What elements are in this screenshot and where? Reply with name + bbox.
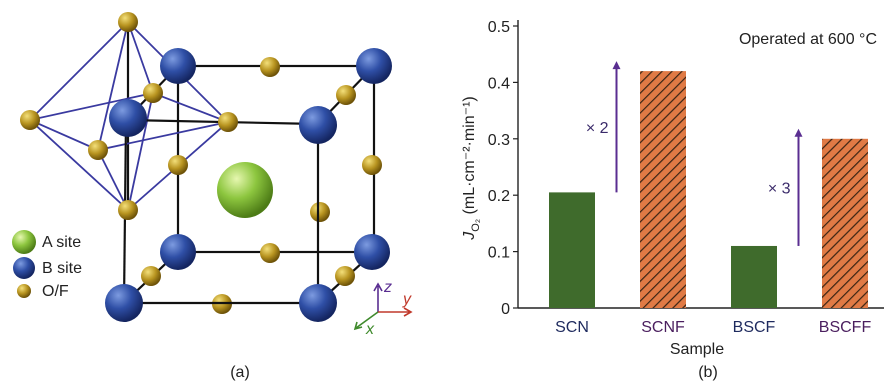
bar: [549, 192, 595, 308]
arrow-head: [795, 129, 803, 137]
bar: [640, 71, 686, 308]
annotation: × 2: [586, 120, 609, 137]
caption: (a): [230, 364, 250, 381]
legend-swatch: [12, 230, 36, 254]
caption: (b): [698, 364, 718, 381]
figure: A site B site O/F z y x (a) (b) Sample J…: [0, 0, 885, 382]
legend-swatch: [13, 257, 35, 279]
crystal-structure: A site B site O/F z y x (a): [12, 12, 412, 381]
axis-label: x: [365, 321, 375, 338]
bar: [822, 139, 868, 308]
annotation: × 3: [768, 180, 791, 197]
legend-label: O/F: [42, 283, 69, 300]
x-tick-label: BSCF: [733, 319, 776, 336]
y-tick-label: 0.3: [488, 132, 510, 149]
y-axis-subscript: O₂: [470, 219, 482, 232]
y-axis-units: (mL·cm⁻²·min⁻¹): [461, 96, 478, 219]
legend-swatch: [17, 284, 31, 298]
annotation: Operated at 600 °C: [739, 31, 877, 48]
y-tick-label: 0.5: [488, 19, 510, 36]
axis-label: y: [402, 291, 412, 308]
legend-label: B site: [42, 260, 82, 277]
legend-label: A site: [42, 234, 81, 251]
y-tick-label: 0.2: [488, 188, 510, 205]
x-axis-title: Sample: [670, 341, 724, 358]
y-tick-label: 0.1: [488, 245, 510, 262]
x-tick-label: BSCFF: [819, 319, 872, 336]
axis-label: z: [383, 279, 392, 296]
y-tick-label: 0: [501, 301, 510, 318]
x-tick-label: SCNF: [641, 319, 685, 336]
arrow-head: [613, 61, 621, 69]
y-axis-title: JO₂ (mL·cm⁻²·min⁻¹): [461, 96, 482, 240]
x-tick-label: SCN: [555, 319, 589, 336]
y-tick-label: 0.4: [488, 75, 510, 92]
bar: [731, 246, 777, 308]
